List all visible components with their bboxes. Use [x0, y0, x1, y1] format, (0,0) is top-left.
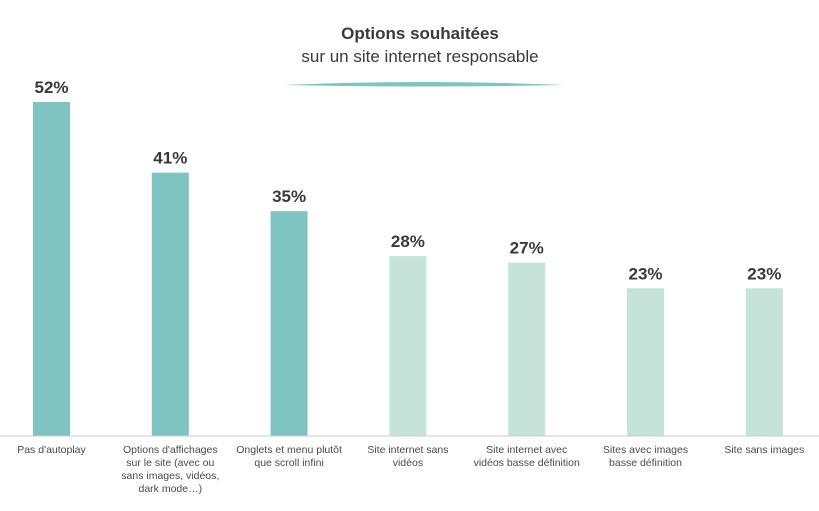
category-label-1: Options d'affichages sur le site (avec ou… [121, 444, 219, 495]
category-label-4-line-1: vidéos basse définition [474, 457, 580, 469]
chart-subtitle: sur un site internet responsable [301, 47, 539, 66]
category-label-3-line-1: vidéos [393, 457, 423, 469]
category-label-4-line-0: Site internet avec [486, 444, 567, 456]
category-label-1-line-1: sur le site (avec ou [126, 457, 214, 469]
category-label-6: Site sans images [724, 444, 804, 456]
value-label-6: 23% [747, 264, 781, 283]
title-accent-line [283, 82, 565, 87]
category-label-2: Onglets et menu plutôt que scroll infini [236, 444, 342, 469]
category-label-1-line-3: dark mode…) [138, 483, 202, 495]
bar-4 [508, 262, 546, 436]
category-label-5: Sites avec images basse définition [603, 444, 688, 469]
bar-2 [270, 211, 308, 436]
value-label-3: 28% [391, 232, 425, 251]
chart-title: Options souhaitées [341, 24, 499, 43]
category-label-5-line-1: basse définition [609, 457, 682, 469]
category-label-1-line-2: sans images, vidéos, [121, 470, 219, 482]
value-labels-group: 52% 41% 35% 28% 27% 23% 23% [34, 78, 781, 283]
category-label-3-line-0: Site internet sans [367, 444, 448, 456]
category-label-5-line-0: Sites avec images [603, 444, 688, 456]
category-label-2-line-1: que scroll infini [254, 457, 323, 469]
bar-1 [151, 172, 189, 436]
category-label-0-line-0: Pas d'autoplay [17, 444, 86, 456]
bar-5 [627, 288, 664, 436]
bar-3 [389, 256, 427, 436]
value-label-0: 52% [34, 78, 68, 97]
bar-6 [745, 288, 783, 436]
category-label-4: Site internet avec vidéos basse définitio… [474, 444, 580, 469]
value-label-4: 27% [510, 239, 544, 258]
value-label-2: 35% [272, 187, 306, 206]
chart-title-block: Options souhaitées sur un site internet … [0, 24, 819, 68]
category-label-3: Site internet sans vidéos [367, 444, 448, 469]
category-label-2-line-0: Onglets et menu plutôt [236, 444, 342, 456]
category-label-6-line-0: Site sans images [724, 444, 804, 456]
category-labels-group: Pas d'autoplay Options d'affichages sur le… [17, 444, 804, 495]
category-label-1-line-0: Options d'affichages [123, 444, 218, 456]
value-label-1: 41% [153, 149, 187, 168]
value-label-5: 23% [628, 264, 662, 283]
category-label-0: Pas d'autoplay [17, 444, 86, 456]
bar-0 [33, 102, 70, 436]
bars-group [33, 102, 783, 436]
